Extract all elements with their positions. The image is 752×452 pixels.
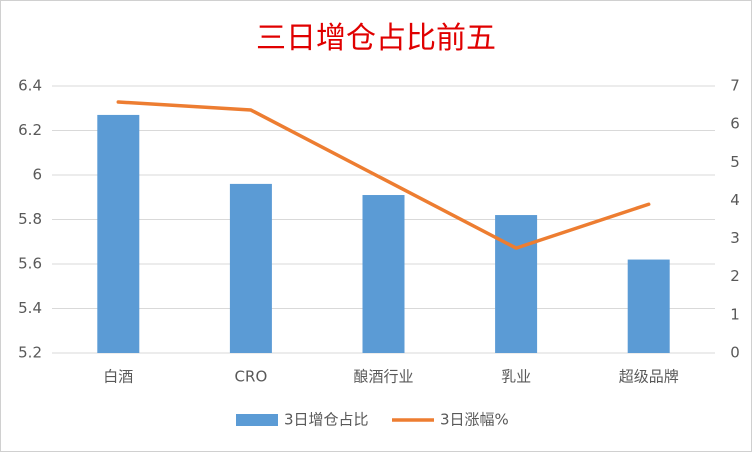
x-tick-label: 超级品牌 [619, 368, 679, 386]
line [116, 100, 651, 250]
x-tick-label: CRO [235, 368, 268, 386]
y-tick-label: 6.2 [18, 121, 42, 139]
y-tick-label: 6 [32, 166, 42, 184]
legend-label: 3日涨幅% [440, 411, 509, 429]
bar [495, 215, 538, 353]
bar [362, 195, 405, 353]
y2-tick-label: 7 [730, 77, 740, 95]
chart-title: 三日增仓占比前五 [256, 21, 496, 56]
y2-tick-label: 0 [730, 344, 740, 362]
x-tick-label: 酿酒行业 [353, 368, 413, 386]
bar [627, 259, 670, 353]
y-tick-label: 5.2 [18, 344, 42, 362]
y-tick-label: 6.4 [18, 77, 42, 95]
x-tick-label: 乳业 [501, 368, 531, 386]
x-tick-label: 白酒 [103, 368, 133, 386]
bar [97, 114, 140, 353]
y2-tick-label: 1 [730, 305, 740, 323]
y2-tick-label: 4 [730, 191, 740, 209]
y2-tick-label: 3 [730, 229, 740, 247]
y-tick-label: 5.8 [18, 210, 42, 228]
legend-swatch [236, 414, 278, 426]
bar [229, 183, 272, 353]
y-tick-label: 5.6 [18, 255, 42, 273]
y2-tick-label: 5 [730, 153, 740, 171]
y-tick-label: 5.4 [18, 299, 42, 317]
y2-tick-label: 2 [730, 267, 740, 285]
legend-label: 3日增仓占比 [284, 411, 369, 429]
y2-tick-label: 6 [730, 115, 740, 133]
